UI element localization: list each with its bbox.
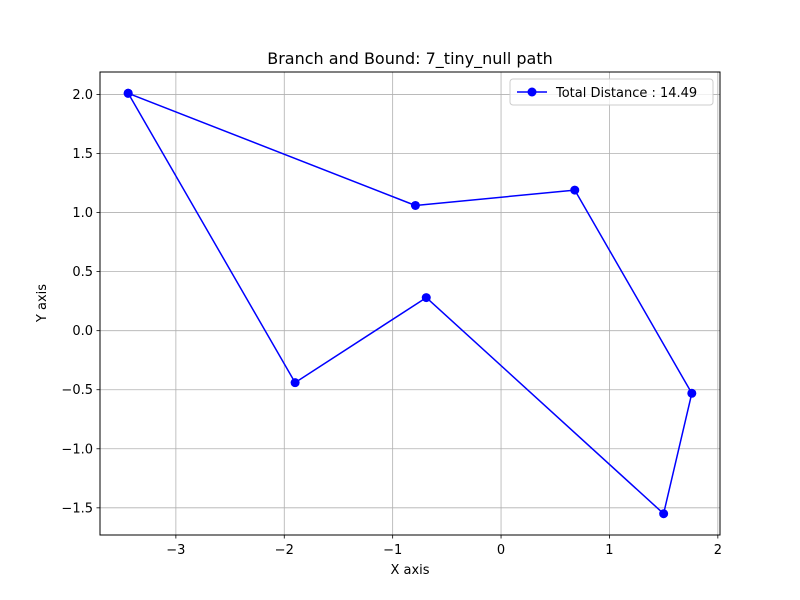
path-line: [127, 92, 693, 515]
path-point: [410, 200, 420, 210]
y-tick-label: 1.0: [72, 206, 93, 221]
y-tick-label: 0.0: [72, 324, 93, 339]
y-tick-label: −0.5: [61, 383, 93, 398]
legend: Total Distance : 14.49: [509, 78, 714, 106]
path-point: [687, 388, 697, 398]
legend-box: [509, 78, 714, 106]
x-tick-label: −3: [166, 543, 185, 558]
path-point: [123, 88, 133, 98]
path-point: [659, 509, 669, 519]
x-tick-label: −2: [275, 543, 294, 558]
x-tick-label: 1: [605, 543, 613, 558]
y-tick-label: 2.0: [72, 88, 93, 103]
x-axis-label: X axis: [390, 563, 429, 578]
y-tick-label: 1.5: [72, 147, 93, 162]
y-axis-label: Y axis: [35, 284, 50, 323]
y-tick-label: −1.0: [61, 442, 93, 457]
path-point: [421, 293, 431, 303]
axis-ticks: −3 −2 −1 0 1 2 −1.5 −1.0 −0.5 0.0 0.5 1.0 1.5 2.0: [61, 88, 722, 558]
x-tick-label: 0: [497, 543, 505, 558]
path-point: [290, 378, 300, 388]
legend-entry-label: Total Distance : 14.49: [555, 86, 697, 101]
y-tick-label: −1.5: [61, 501, 93, 516]
x-tick-label: −1: [383, 543, 402, 558]
x-tick-label: 2: [714, 543, 722, 558]
path-point: [570, 185, 580, 195]
legend-marker-swatch: [527, 87, 537, 97]
grid: [100, 72, 720, 535]
chart-title: Branch and Bound: 7_tiny_null path: [267, 49, 553, 69]
plot-area-frame: [99, 71, 721, 536]
y-tick-label: 0.5: [72, 265, 93, 280]
series-line-layer: [123, 88, 697, 519]
